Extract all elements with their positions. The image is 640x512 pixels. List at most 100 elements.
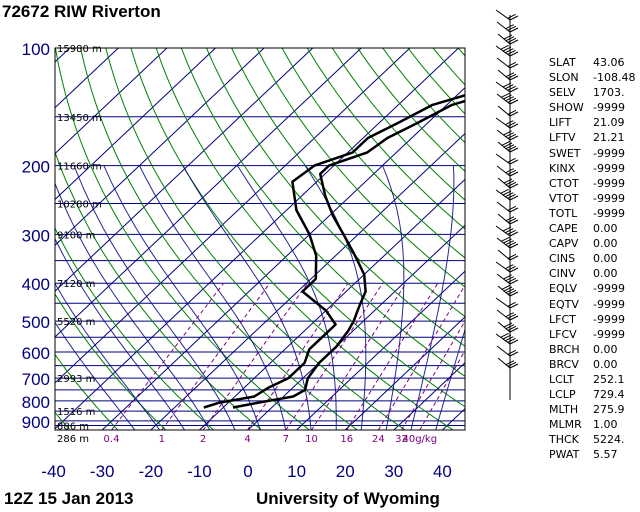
- wind-barb-feather: [505, 192, 514, 198]
- height-label: 15980 m: [57, 44, 102, 55]
- index-row: CTOT -9999: [549, 176, 635, 191]
- wind-barb: [497, 357, 519, 369]
- mixing-ratio-line: [401, 320, 465, 430]
- height-label: 9100 m: [57, 230, 95, 241]
- stability-indices: SLAT 43.06 SLON -108.48 SELV 1703. SHOW -9999 LI…: [549, 55, 635, 463]
- mixing-ratio-label: 7: [283, 434, 289, 445]
- height-label: 11660 m: [57, 162, 102, 173]
- index-key: CINV: [549, 267, 576, 281]
- wind-barb: [497, 105, 519, 117]
- dry-adiabat: [231, 48, 465, 318]
- isotherm-line: [55, 48, 459, 430]
- wind-barb-feather: [507, 37, 517, 43]
- index-value: 275.9: [593, 403, 625, 417]
- index-value: 0.00: [593, 357, 618, 371]
- index-row: LCLT 252.1: [549, 372, 635, 387]
- wind-barb-feather: [507, 49, 516, 55]
- wind-barb-feather: [509, 63, 519, 69]
- wind-barb-feather: [507, 145, 517, 151]
- wind-barb-feather: [509, 195, 519, 201]
- wind-barb: [496, 21, 519, 33]
- isotherm-line: [55, 48, 362, 338]
- index-value: -9999: [593, 206, 625, 220]
- index-row: LFCV -9999: [549, 327, 635, 342]
- wind-barb-feather: [509, 279, 519, 285]
- wind-barb-feather: [509, 255, 519, 261]
- index-key: EQLV: [549, 282, 578, 296]
- index-value: 5224.: [593, 433, 625, 447]
- wind-barb-feather: [505, 48, 514, 54]
- wind-barb-feather: [505, 228, 514, 234]
- wind-barb-feather: [509, 147, 519, 153]
- chart-title: 72672 RIW Riverton: [2, 2, 161, 21]
- index-value: 5.57: [593, 448, 618, 462]
- dry-adiabat: [331, 48, 465, 201]
- index-row: TOTL -9999: [549, 206, 635, 221]
- wind-barb-feather: [507, 97, 517, 103]
- index-row: SHOW -9999: [549, 100, 635, 115]
- index-value: 0.00: [593, 267, 618, 281]
- wind-barb-feather: [509, 111, 519, 117]
- index-row: SLAT 43.06: [549, 55, 635, 70]
- wind-barb-feather: [507, 13, 516, 19]
- moist-adiabat: [435, 327, 465, 430]
- moist-adiabat: [73, 165, 236, 430]
- mixing-ratio-label: 32: [395, 434, 408, 445]
- wind-barb: [496, 165, 519, 177]
- wind-barb-feather: [507, 85, 516, 91]
- index-row: LFTV 21.21: [549, 130, 635, 145]
- wind-barb: [497, 69, 519, 81]
- index-row: BRCH 0.00: [549, 342, 635, 357]
- wind-barb-feather: [505, 180, 515, 186]
- wind-barb-feather: [500, 44, 509, 50]
- wind-barb-feather: [507, 277, 517, 283]
- moist-adiabat: [103, 165, 261, 430]
- moist-adiabat: [382, 165, 405, 430]
- isotherm-line: [55, 48, 265, 246]
- isotherm-line: [55, 48, 168, 155]
- wind-barb-feather: [507, 241, 517, 247]
- pressure-tick-label: 200: [22, 158, 50, 177]
- index-value: 21.09: [593, 116, 625, 130]
- wind-barb-feather: [509, 363, 519, 369]
- wind-barb-feather: [507, 325, 517, 331]
- wind-barb-feather: [507, 229, 516, 235]
- wind-barb-feather: [507, 301, 516, 307]
- wind-barb-feather: [505, 84, 514, 90]
- wind-barb-feather: [505, 96, 514, 102]
- index-key: MLTH: [549, 403, 579, 417]
- wind-barb-feather: [507, 109, 517, 115]
- wind-barb-feather: [505, 132, 514, 138]
- wind-barb: [496, 201, 519, 213]
- index-value: 1.00: [593, 418, 618, 432]
- mixing-ratio-line: [377, 284, 465, 430]
- wind-barb-feather: [509, 39, 519, 45]
- wind-barb: [497, 284, 519, 297]
- index-value: -9999: [593, 297, 625, 311]
- mixing-ratio-line: [285, 282, 384, 430]
- dewpoint-profile: [203, 94, 465, 409]
- temperature-tick-label: 30: [384, 462, 403, 481]
- wind-barb-feather: [505, 168, 514, 174]
- temperature-tick-label: -20: [139, 462, 164, 481]
- moist-adiabat: [182, 165, 312, 430]
- isotherm-line: [55, 48, 411, 384]
- wind-barb: [495, 188, 519, 201]
- wind-barb: [496, 309, 519, 321]
- wind-barb-feather: [505, 324, 515, 330]
- wind-barb-feather: [501, 236, 510, 242]
- index-value: 21.21: [593, 131, 625, 145]
- dry-adiabat: [281, 48, 465, 259]
- index-value: 0.00: [593, 237, 618, 251]
- index-key: LCLP: [549, 388, 576, 402]
- index-row: THCK 5224.: [549, 432, 635, 447]
- pressure-tick-label: 600: [22, 344, 50, 363]
- wind-barb-feather: [505, 144, 515, 150]
- wind-barb-feather: [509, 303, 519, 309]
- index-key: SWET: [549, 146, 581, 160]
- moist-adiabat: [410, 165, 455, 430]
- dry-adiabat: [55, 227, 214, 430]
- index-key: CTOT: [549, 176, 579, 190]
- index-value: 1703.: [593, 86, 625, 100]
- mixing-ratio-line: [111, 282, 225, 430]
